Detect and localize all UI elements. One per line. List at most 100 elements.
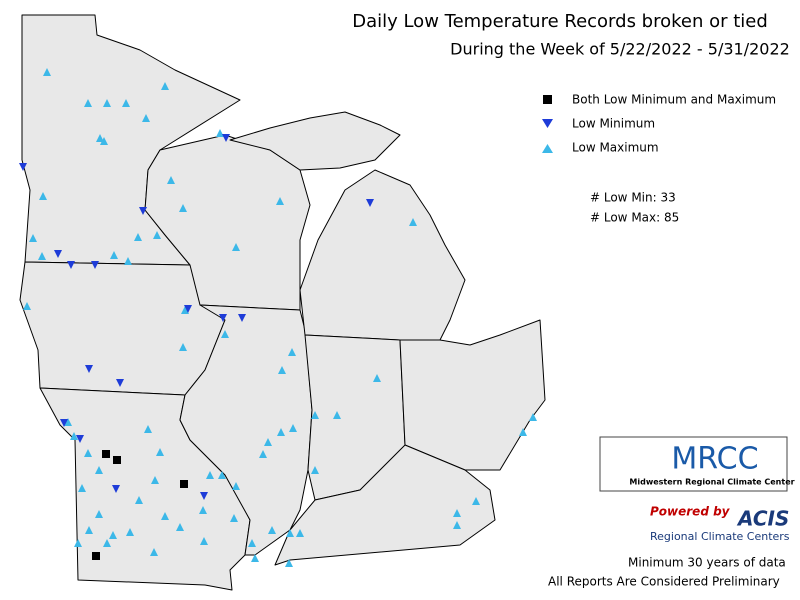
low-max-marker	[153, 231, 161, 239]
low-min-marker	[219, 314, 227, 322]
low-min-marker	[54, 250, 62, 258]
footer-line: All Reports Are Considered Preliminary	[548, 575, 780, 589]
low-max-marker	[529, 413, 537, 421]
low-min-marker	[366, 199, 374, 207]
low-max-marker	[199, 506, 207, 514]
legend-down	[542, 119, 553, 128]
low-max-marker	[277, 428, 285, 436]
legend-up	[542, 144, 553, 153]
low-max-marker	[134, 233, 142, 241]
low-max-marker	[95, 510, 103, 518]
low-max-marker	[289, 424, 297, 432]
low-max-marker	[122, 99, 130, 107]
low-max-marker	[103, 539, 111, 547]
acis-sub: Regional Climate Centers	[650, 530, 790, 543]
low-max-marker	[221, 330, 229, 338]
low-max-marker	[232, 482, 240, 490]
low-min-marker	[116, 379, 124, 387]
low-max-marker	[78, 484, 86, 492]
both-marker	[102, 450, 110, 458]
low-max-marker	[453, 521, 461, 529]
low-min-marker	[85, 365, 93, 373]
legend-label: Low Maximum	[572, 141, 659, 155]
michigan-up	[229, 111, 401, 171]
kentucky	[274, 444, 496, 566]
low-max-marker	[29, 234, 37, 242]
ohio	[399, 319, 546, 471]
low-max-marker	[142, 114, 150, 122]
low-max-marker	[74, 539, 82, 547]
low-max-marker	[278, 366, 286, 374]
legend-label: Low Minimum	[572, 117, 655, 131]
low-max-marker	[161, 82, 169, 90]
low-max-marker	[230, 514, 238, 522]
low-max-marker	[70, 432, 78, 440]
count: # Low Min: 33	[590, 191, 676, 205]
low-min-marker	[112, 485, 120, 493]
low-max-marker	[84, 449, 92, 457]
low-max-marker	[85, 526, 93, 534]
low-min-marker	[238, 314, 246, 322]
low-max-marker	[472, 497, 480, 505]
low-max-marker	[259, 450, 267, 458]
both-marker	[180, 480, 188, 488]
low-max-marker	[519, 428, 527, 436]
low-max-marker	[95, 466, 103, 474]
count: # Low Max: 85	[590, 211, 679, 225]
low-max-marker	[38, 252, 46, 260]
low-max-marker	[161, 512, 169, 520]
low-max-marker	[333, 411, 341, 419]
low-max-marker	[103, 99, 111, 107]
low-max-marker	[216, 129, 224, 137]
low-max-marker	[268, 526, 276, 534]
both-marker	[92, 552, 100, 560]
acis-name: ACIS	[736, 507, 789, 531]
low-max-marker	[285, 559, 293, 567]
low-max-marker	[43, 68, 51, 76]
low-min-marker	[19, 163, 27, 171]
low-max-marker	[409, 218, 417, 226]
low-max-marker	[156, 448, 164, 456]
low-max-marker	[64, 418, 72, 426]
states	[19, 14, 546, 591]
title: Daily Low Temperature Records broken or …	[352, 11, 768, 32]
low-min-marker	[60, 419, 68, 427]
low-max-marker	[150, 548, 158, 556]
subtitle: During the Week of 5/22/2022 - 5/31/2022	[450, 40, 790, 59]
low-min-marker	[184, 305, 192, 313]
low-min-marker	[139, 207, 147, 215]
low-max-marker	[200, 537, 208, 545]
low-max-marker	[179, 204, 187, 212]
low-min-marker	[67, 261, 75, 269]
low-max-marker	[276, 197, 284, 205]
markers	[19, 68, 537, 567]
low-max-marker	[124, 257, 132, 265]
low-max-marker	[206, 471, 214, 479]
logo-name: MRCC	[671, 442, 758, 477]
low-max-marker	[144, 425, 152, 433]
low-max-marker	[100, 137, 108, 145]
low-max-marker	[311, 466, 319, 474]
low-max-marker	[176, 523, 184, 531]
low-max-marker	[151, 476, 159, 484]
low-max-marker	[288, 348, 296, 356]
low-max-marker	[453, 509, 461, 517]
low-max-marker	[181, 306, 189, 314]
low-min-marker	[76, 435, 84, 443]
low-max-marker	[23, 302, 31, 310]
acis-powered: Powered by	[650, 505, 731, 519]
legend-square	[543, 95, 552, 104]
low-max-marker	[96, 134, 104, 142]
michigan-lp	[299, 169, 466, 341]
low-max-marker	[286, 529, 294, 537]
footer-line: Minimum 30 years of data	[628, 556, 786, 570]
low-max-marker	[126, 528, 134, 536]
low-min-marker	[222, 134, 230, 142]
logo-full-name: Midwestern Regional Climate Center	[629, 478, 794, 487]
low-max-marker	[179, 343, 187, 351]
low-max-marker	[311, 411, 319, 419]
low-max-marker	[218, 471, 226, 479]
low-max-marker	[264, 438, 272, 446]
